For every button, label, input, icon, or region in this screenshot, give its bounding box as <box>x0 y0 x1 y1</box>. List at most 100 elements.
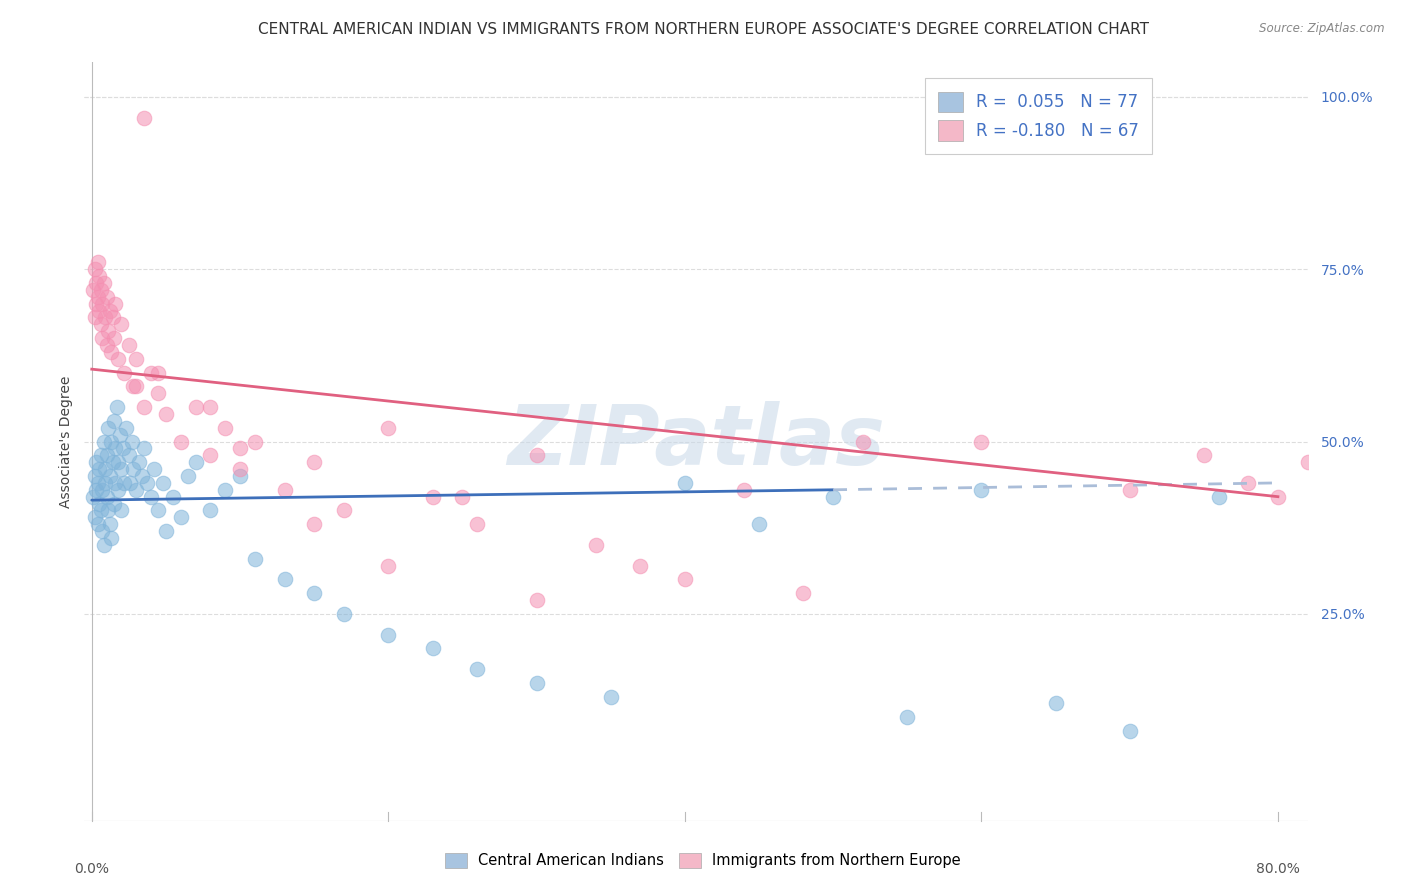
Point <box>139 366 162 380</box>
Point <box>465 517 488 532</box>
Point <box>107 455 129 469</box>
Point <box>121 434 143 449</box>
Point <box>110 462 132 476</box>
Point <box>1208 490 1230 504</box>
Point <box>148 366 170 380</box>
Point <box>599 690 621 704</box>
Point <box>152 475 174 490</box>
Text: 80.0%: 80.0% <box>1256 862 1301 876</box>
Point <box>110 503 132 517</box>
Point <box>302 586 325 600</box>
Y-axis label: Associate's Degree: Associate's Degree <box>59 376 73 508</box>
Point <box>229 469 252 483</box>
Point <box>105 400 128 414</box>
Point <box>98 303 121 318</box>
Point <box>273 483 295 497</box>
Point <box>1118 724 1140 739</box>
Legend: R =  0.055   N = 77, R = -0.180   N = 67: R = 0.055 N = 77, R = -0.180 N = 67 <box>925 78 1153 154</box>
Point <box>200 503 222 517</box>
Point <box>628 558 651 573</box>
Point <box>177 469 200 483</box>
Point <box>104 296 127 310</box>
Point <box>108 427 131 442</box>
Point <box>673 573 696 587</box>
Point <box>91 331 114 345</box>
Point <box>91 524 114 538</box>
Point <box>97 324 120 338</box>
Point <box>748 517 770 532</box>
Point <box>170 434 193 449</box>
Point <box>103 331 125 345</box>
Point <box>101 310 124 325</box>
Point <box>214 421 236 435</box>
Point <box>1326 421 1348 435</box>
Point <box>120 475 142 490</box>
Point <box>83 510 105 524</box>
Point <box>200 448 222 462</box>
Point <box>107 351 129 366</box>
Point <box>90 503 112 517</box>
Point <box>89 269 111 284</box>
Point <box>200 400 222 414</box>
Point <box>229 462 252 476</box>
Point <box>148 503 170 517</box>
Point <box>98 517 121 532</box>
Point <box>377 558 399 573</box>
Point <box>243 551 266 566</box>
Point <box>273 573 295 587</box>
Point <box>122 379 145 393</box>
Point <box>94 475 117 490</box>
Point <box>86 255 108 269</box>
Point <box>101 455 124 469</box>
Point <box>125 351 148 366</box>
Point <box>526 448 548 462</box>
Point <box>98 469 121 483</box>
Text: Source: ZipAtlas.com: Source: ZipAtlas.com <box>1260 22 1385 36</box>
Point <box>733 483 755 497</box>
Point <box>243 434 266 449</box>
Point <box>1192 448 1215 462</box>
Point <box>94 462 117 476</box>
Point <box>135 475 157 490</box>
Point <box>84 483 107 497</box>
Point <box>139 490 162 504</box>
Point <box>82 490 104 504</box>
Point <box>1267 490 1289 504</box>
Point <box>184 400 207 414</box>
Point <box>89 462 111 476</box>
Point <box>86 290 108 304</box>
Point <box>585 538 607 552</box>
Point <box>86 517 108 532</box>
Point <box>451 490 474 504</box>
Point <box>94 310 117 325</box>
Text: 0.0%: 0.0% <box>75 862 110 876</box>
Point <box>333 607 356 621</box>
Point <box>132 442 155 456</box>
Point <box>93 276 115 290</box>
Point <box>100 345 122 359</box>
Text: ZIPatlas: ZIPatlas <box>508 401 884 482</box>
Point <box>132 111 155 125</box>
Point <box>673 475 696 490</box>
Point <box>118 448 141 462</box>
Point <box>896 710 918 724</box>
Point <box>162 490 184 504</box>
Point <box>90 283 112 297</box>
Point <box>970 483 993 497</box>
Point <box>91 483 114 497</box>
Point <box>97 421 120 435</box>
Point <box>823 490 845 504</box>
Point <box>103 497 125 511</box>
Point <box>170 510 193 524</box>
Point <box>422 490 444 504</box>
Point <box>97 503 120 517</box>
Point <box>214 483 236 497</box>
Point <box>90 448 112 462</box>
Point <box>526 593 548 607</box>
Point <box>377 627 399 641</box>
Point <box>83 262 105 277</box>
Point <box>122 462 145 476</box>
Point <box>465 662 488 676</box>
Point <box>112 475 135 490</box>
Point <box>93 538 115 552</box>
